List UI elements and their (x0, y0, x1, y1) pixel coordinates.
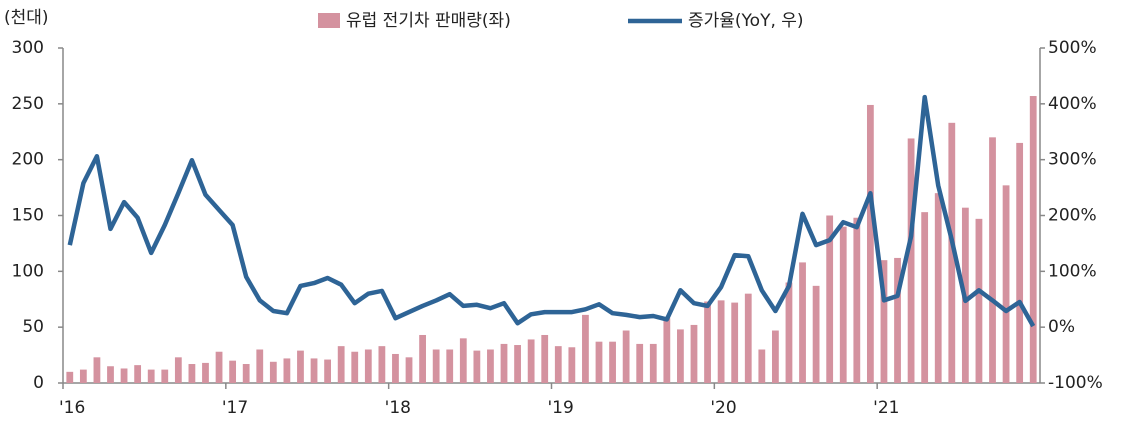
y2-tick-label: 0% (1048, 317, 1075, 337)
bar (269, 361, 277, 383)
bar (297, 350, 304, 383)
bar (677, 329, 684, 383)
bar (989, 137, 996, 383)
bar (704, 301, 711, 383)
line (67, 94, 1036, 328)
bar (392, 353, 399, 383)
bar (283, 358, 291, 383)
y2-tick-label: 300% (1048, 150, 1097, 170)
legend-label: 유럽 전기차 판매량(좌) (346, 11, 511, 31)
bar (378, 346, 386, 383)
bar (120, 368, 128, 383)
bar (663, 318, 671, 383)
x-tick-label: '20 (710, 398, 736, 418)
bar (161, 369, 169, 383)
bar (894, 257, 901, 383)
bar (582, 314, 589, 383)
bar (812, 285, 820, 383)
bar (514, 345, 521, 383)
bar (636, 343, 644, 383)
bar (79, 369, 87, 383)
y-tick-label: 50 (22, 317, 44, 337)
y2-tick-label: 200% (1048, 206, 1097, 226)
bar (609, 341, 616, 383)
bar (826, 215, 834, 383)
x-tick-label: '16 (59, 398, 85, 418)
legend-label: 증가율(YoY, 우) (688, 11, 804, 31)
x-tick-label: '18 (385, 398, 411, 418)
bar (405, 357, 413, 383)
bar (432, 349, 440, 383)
bar (541, 334, 549, 383)
bar (880, 260, 888, 383)
bar (758, 349, 766, 383)
y2-tick-label: 100% (1048, 261, 1097, 281)
bar (364, 349, 372, 383)
bar (744, 293, 752, 383)
bar (337, 346, 345, 383)
bar (351, 351, 359, 383)
bar (500, 343, 508, 383)
bar (975, 218, 983, 383)
bar (799, 262, 806, 383)
y2-tick-label: 500% (1048, 38, 1097, 58)
y-tick-label: 250 (12, 94, 44, 114)
bar (948, 122, 956, 384)
bar (527, 339, 535, 383)
bar (1002, 185, 1010, 383)
y-axis-title: (천대) (4, 8, 49, 28)
bar (649, 343, 657, 383)
bar (907, 138, 915, 383)
bar (107, 366, 114, 383)
bar (772, 330, 779, 383)
bar (188, 364, 196, 383)
bar (690, 324, 698, 383)
bar (446, 349, 454, 383)
bar (866, 104, 874, 383)
bar (459, 338, 467, 383)
bar (717, 300, 725, 383)
bar (147, 369, 155, 383)
bar (785, 282, 793, 383)
bar (731, 302, 739, 383)
bar (853, 217, 861, 383)
bar (66, 371, 74, 383)
bar (1029, 96, 1037, 384)
y2-tick-label: -100% (1048, 373, 1103, 393)
bar (419, 334, 426, 383)
bar (568, 347, 576, 383)
bar (595, 341, 603, 383)
bar (229, 360, 237, 383)
x-tick-label: '19 (548, 398, 574, 418)
x-tick-label: '21 (873, 398, 899, 418)
bar (242, 364, 250, 383)
bar (839, 226, 847, 383)
legend-swatch (318, 13, 340, 28)
bar (93, 357, 101, 383)
y-tick-label: 150 (12, 206, 44, 226)
bar (622, 330, 630, 383)
bar (202, 362, 209, 383)
bar (134, 365, 142, 383)
x-tick-label: '17 (222, 398, 248, 418)
bar (487, 349, 494, 383)
y2-tick-label: 400% (1048, 94, 1097, 114)
y-tick-label: 0 (33, 373, 44, 393)
y-tick-label: 300 (12, 38, 44, 58)
bar (473, 350, 481, 383)
y-tick-label: 200 (12, 150, 44, 170)
bar (554, 346, 562, 383)
bar (1016, 142, 1024, 383)
bar (324, 359, 331, 383)
bar (934, 193, 942, 383)
bar (174, 357, 182, 383)
y-tick-label: 100 (12, 261, 44, 281)
bar (921, 212, 929, 383)
bar (310, 358, 318, 383)
bar (256, 349, 264, 383)
bar (215, 351, 223, 383)
